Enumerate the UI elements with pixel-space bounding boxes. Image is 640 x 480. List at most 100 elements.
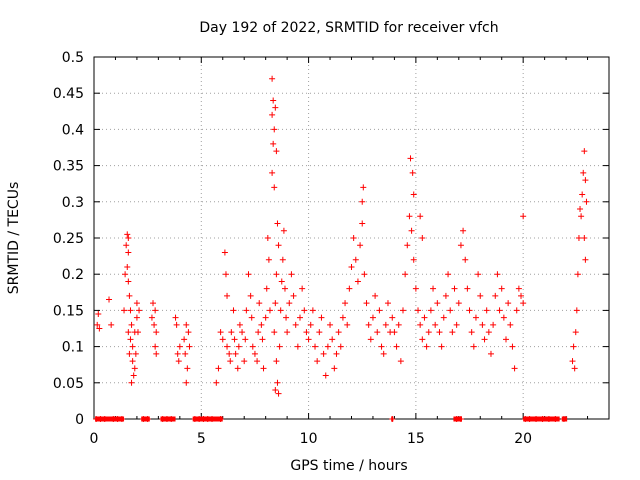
data-point [430,285,437,292]
data-point [174,350,181,357]
x-axis-label: GPS time / hours [290,458,407,474]
data-point [274,220,281,227]
x-tick-label: 15 [407,431,425,447]
data-point [303,329,310,336]
data-point [333,350,340,357]
data-point [132,350,139,357]
data-point [337,343,344,350]
data-point [539,416,546,422]
data-point [209,416,216,422]
data-point [173,321,180,328]
data-point [389,314,396,321]
data-point [579,191,586,198]
y-axis-label: SRMTID / TECUs [6,182,22,295]
data-point [106,296,113,303]
data-point [494,271,501,278]
data-point [575,235,582,241]
y-tick-label: 0.1 [62,340,84,356]
data-point [184,365,191,372]
data-point [316,329,323,336]
data-point [183,379,190,386]
data-point [479,321,486,328]
data-point [271,184,278,191]
data-point [269,75,276,82]
data-point [520,213,527,220]
data-point [284,329,291,336]
data-point [251,350,258,357]
data-point [122,271,129,278]
data-point [221,249,228,256]
data-point [496,307,503,314]
data-point [172,314,179,321]
data-point [151,321,158,328]
data-point [133,300,140,307]
data-point [278,278,285,285]
data-point [153,350,160,357]
data-point [271,329,278,336]
data-point [118,416,125,422]
data-point [457,242,464,249]
data-point [498,285,505,292]
data-point [254,358,261,365]
data-point [277,307,284,314]
data-point [483,307,490,314]
data-point [263,285,270,292]
data-point [412,285,419,292]
data-point [331,365,338,372]
data-point [533,416,540,422]
data-point [108,321,115,328]
data-point [297,314,303,321]
y-tick-label: 0.05 [53,376,84,392]
data-point [320,350,327,357]
data-points [93,75,590,422]
data-point [176,343,183,350]
data-point [560,416,567,422]
data-point [449,329,456,336]
data-point [359,220,366,227]
data-point [505,300,512,307]
data-point [572,329,579,336]
data-point [224,292,231,299]
data-point [232,350,239,357]
data-point [363,300,370,307]
grid-lines [94,57,609,419]
data-point [181,336,188,343]
data-point [365,321,372,328]
data-point [423,343,430,350]
data-point [455,300,462,307]
data-point [125,278,132,285]
data-point [384,300,391,307]
data-point [130,372,137,379]
data-point [125,329,132,336]
data-point [272,387,279,394]
data-point [526,416,533,422]
data-point [309,307,316,314]
data-point [279,256,286,263]
data-point [127,307,134,314]
x-tick-label: 20 [514,431,532,447]
data-point [127,336,134,343]
data-point [126,292,133,299]
data-point [101,416,108,422]
data-point [94,321,101,328]
data-point [288,271,295,278]
data-point [262,314,269,321]
data-point [513,307,520,314]
data-point [256,300,263,307]
data-point [393,343,400,350]
y-tick-label: 0.25 [53,231,84,247]
data-point [477,292,484,299]
data-point [410,191,417,198]
data-point [272,104,279,111]
data-point [305,336,312,343]
data-point [451,285,458,292]
data-point [425,329,432,336]
data-point [421,314,428,321]
data-point [272,300,279,307]
data-point [391,329,398,336]
data-point [520,300,527,307]
data-point [148,314,155,321]
data-point [408,227,415,234]
data-point [168,416,175,422]
data-point [378,343,385,350]
